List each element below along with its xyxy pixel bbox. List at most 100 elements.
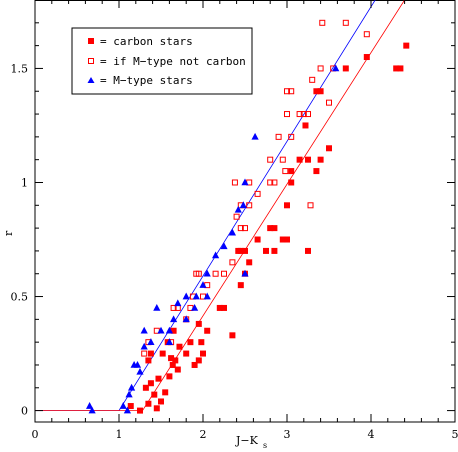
carbon-star-point xyxy=(305,247,311,254)
mtype-star-point xyxy=(192,292,200,300)
mtype-star-point xyxy=(157,326,165,334)
mtype-star-point xyxy=(212,251,220,259)
carbon-star-point xyxy=(263,247,269,254)
carbon-star-point xyxy=(302,122,309,129)
mtype-star-point xyxy=(125,390,133,398)
not-carbon-point xyxy=(300,111,307,118)
carbon-star-point xyxy=(162,389,169,396)
carbon-star-point xyxy=(183,350,190,357)
mtype-star-point xyxy=(332,64,340,72)
carbon-star-point xyxy=(284,236,290,243)
carbon-star-point xyxy=(296,156,303,163)
plot-frame xyxy=(34,0,456,423)
carbon-star-point xyxy=(221,304,227,311)
not-carbon-point xyxy=(267,156,274,163)
mtype-star-point xyxy=(119,402,127,409)
mtype-star-point xyxy=(228,228,236,236)
mtype-star-point xyxy=(165,338,173,345)
carbon-star-point xyxy=(195,357,202,364)
carbon-star-point xyxy=(229,332,236,339)
carbon-star-point xyxy=(176,343,183,350)
carbon-star-point xyxy=(147,380,154,387)
carbon-star-point xyxy=(313,168,320,175)
carbon-star-point xyxy=(342,65,349,72)
legend: = carbon stars = if M−type not carbon = … xyxy=(71,27,253,95)
mtype-star-point xyxy=(234,205,242,213)
carbon-star-point xyxy=(288,168,295,175)
not-carbon-point xyxy=(231,179,238,186)
not-carbon-point xyxy=(279,156,286,163)
carbon-star-point xyxy=(235,247,242,254)
not-carbon-point xyxy=(288,88,295,95)
carbon-star-point xyxy=(363,54,370,61)
not-carbon-point xyxy=(307,202,314,209)
not-carbon-point xyxy=(170,304,177,311)
not-carbon-point xyxy=(284,88,290,95)
carbon-star-point xyxy=(174,366,181,373)
not-carbon-point xyxy=(288,133,295,140)
mtype-star-point xyxy=(165,326,173,334)
mtype-star-point xyxy=(133,360,142,368)
mtype-star-point xyxy=(241,178,249,186)
carbon-star-point xyxy=(127,403,134,410)
x-tick-label: 4 xyxy=(368,428,375,441)
not-carbon-point xyxy=(212,270,219,277)
carbon-star-point xyxy=(305,156,311,163)
carbon-star-point xyxy=(279,236,286,243)
not-carbon-point xyxy=(242,225,248,232)
not-carbon-point xyxy=(141,350,148,357)
not-carbon-point xyxy=(309,76,316,83)
carbon-star-point xyxy=(145,400,152,407)
carbon-star-point xyxy=(159,350,166,357)
not-carbon-point xyxy=(237,225,244,232)
not-carbon-point xyxy=(221,270,227,277)
mtype-star-point xyxy=(203,292,211,300)
carbon-star-point xyxy=(147,350,154,357)
carbon-star-point xyxy=(216,304,223,311)
legend-box xyxy=(71,27,253,95)
carbon-star-point xyxy=(393,65,400,72)
not-carbon-point xyxy=(267,179,274,186)
not-carbon-point xyxy=(342,19,349,26)
carbon-star-point xyxy=(200,350,206,357)
carbon-star-point xyxy=(237,282,244,289)
mtype-star-point xyxy=(136,367,144,375)
y-tick-label: 0.5 xyxy=(11,291,29,304)
not-carbon-point xyxy=(317,65,324,72)
not-carbon-point xyxy=(282,168,289,175)
carbon-star-point xyxy=(403,42,410,49)
mtype-star-point xyxy=(140,342,148,350)
carbon-star-point xyxy=(198,339,205,346)
carbon-star-point xyxy=(271,247,278,254)
mtype-star-point xyxy=(123,406,131,414)
carbon-star-point xyxy=(317,88,324,95)
y-tick-label: 1 xyxy=(21,176,28,189)
mtype-star-point xyxy=(191,303,199,311)
carbon-star-point xyxy=(288,179,295,186)
not-carbon-point xyxy=(233,213,240,220)
carbon-star-point xyxy=(317,156,324,163)
mtype-star-point xyxy=(199,281,207,288)
mtype-star-point xyxy=(220,242,228,250)
data-points xyxy=(86,19,410,414)
mtype-star-point xyxy=(86,402,94,409)
not-carbon-point xyxy=(271,179,278,186)
carbon-star-point xyxy=(397,65,404,72)
carbon-star-point xyxy=(169,361,176,368)
y-axis-label: r xyxy=(2,230,15,236)
carbon-star-point xyxy=(204,327,211,334)
carbon-star-point xyxy=(137,407,143,414)
not-carbon-point xyxy=(284,111,290,118)
mtype-star-point xyxy=(128,383,136,391)
carbon-star-point xyxy=(172,357,179,364)
y-tick-label: 0 xyxy=(21,405,28,418)
carbon-star-point xyxy=(158,398,164,405)
mtype-star-point xyxy=(153,303,161,311)
mtype-star-point xyxy=(182,315,190,323)
carbon-star-point xyxy=(284,202,290,209)
x-tick-label: 3 xyxy=(284,428,291,441)
mtype-star-point xyxy=(241,269,249,277)
carbon-star-point xyxy=(242,247,248,254)
mtype-star-point xyxy=(251,132,259,140)
